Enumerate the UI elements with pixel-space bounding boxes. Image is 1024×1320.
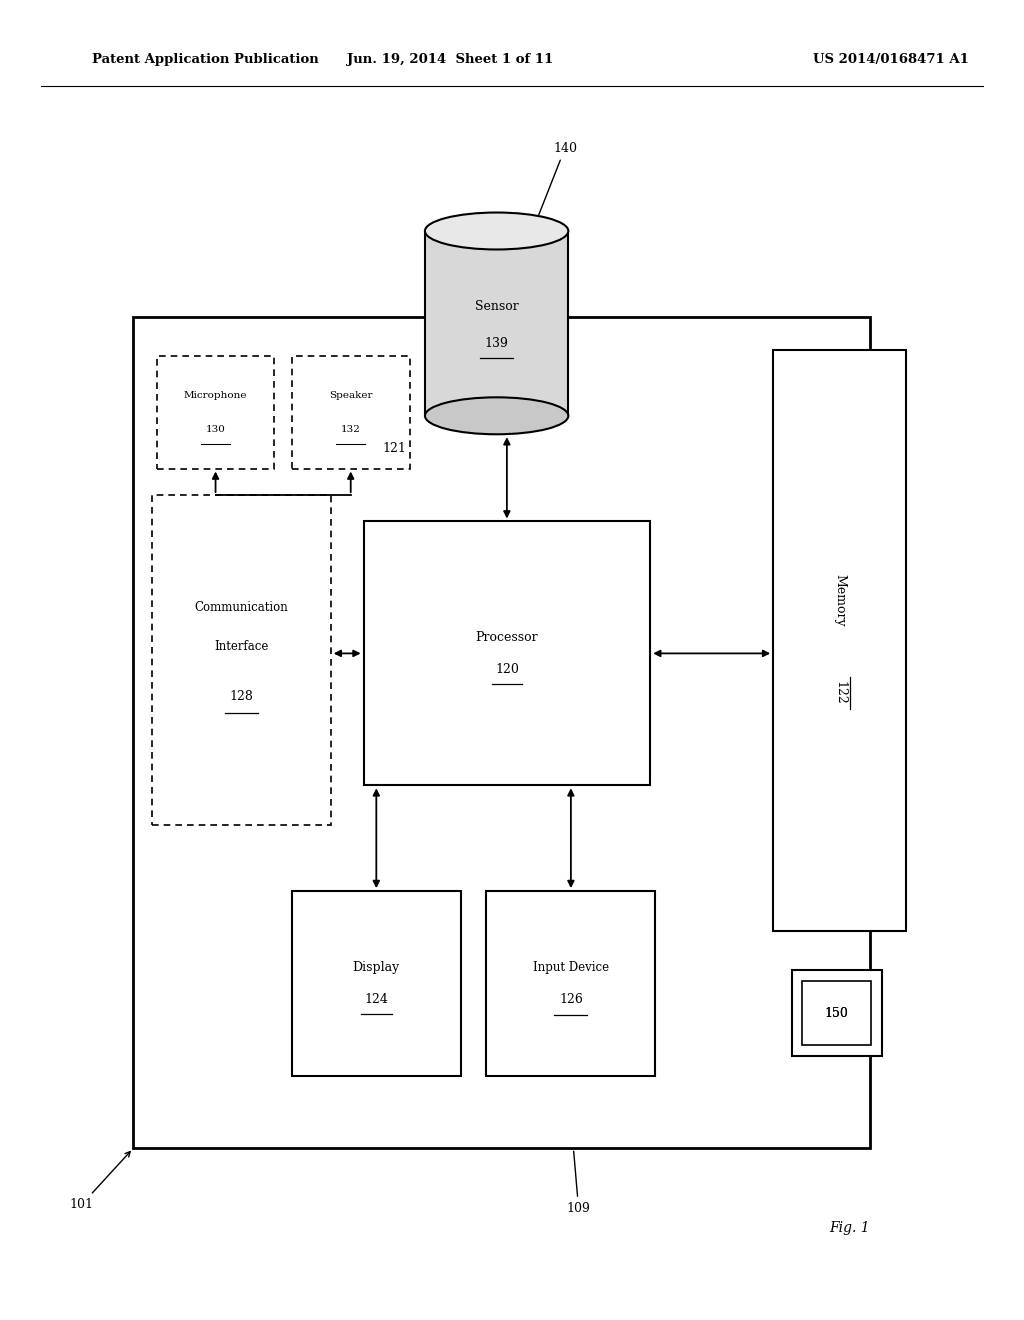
Text: 130: 130: [206, 425, 225, 434]
Text: 132: 132: [341, 425, 360, 434]
Ellipse shape: [426, 215, 567, 247]
Text: US 2014/0168471 A1: US 2014/0168471 A1: [813, 53, 969, 66]
Text: Microphone: Microphone: [183, 391, 248, 400]
Bar: [425, 231, 568, 416]
Text: Communication: Communication: [195, 601, 288, 614]
Ellipse shape: [425, 213, 568, 249]
Text: 150: 150: [824, 1007, 849, 1019]
Text: Input Device: Input Device: [532, 961, 609, 974]
Text: Memory: Memory: [834, 574, 846, 627]
Bar: [133, 317, 870, 1148]
Ellipse shape: [425, 397, 568, 434]
Text: 101: 101: [70, 1151, 130, 1210]
Text: 128: 128: [229, 690, 253, 704]
Text: 140: 140: [539, 141, 577, 215]
Text: 124: 124: [365, 993, 388, 1006]
Bar: [292, 356, 410, 469]
Text: 139: 139: [484, 337, 509, 350]
Text: Patent Application Publication: Patent Application Publication: [92, 53, 318, 66]
Bar: [157, 356, 274, 469]
Text: 121: 121: [382, 442, 407, 455]
Text: Display: Display: [352, 961, 400, 974]
Text: Fig. 1: Fig. 1: [829, 1221, 870, 1234]
Bar: [773, 350, 906, 931]
Text: Jun. 19, 2014  Sheet 1 of 11: Jun. 19, 2014 Sheet 1 of 11: [347, 53, 554, 66]
Text: 122: 122: [834, 681, 846, 705]
Text: Processor: Processor: [475, 631, 539, 644]
Text: Speaker: Speaker: [329, 391, 373, 400]
Text: Sensor: Sensor: [475, 300, 518, 313]
Bar: [364, 521, 650, 785]
Bar: [792, 970, 882, 1056]
Bar: [802, 981, 871, 1045]
Bar: [486, 891, 655, 1076]
Text: 120: 120: [495, 663, 519, 676]
Text: Interface: Interface: [214, 640, 268, 653]
Bar: [152, 495, 331, 825]
Text: 126: 126: [559, 993, 583, 1006]
Text: 109: 109: [566, 1151, 591, 1214]
Bar: [292, 891, 461, 1076]
Text: 150: 150: [824, 1007, 849, 1019]
